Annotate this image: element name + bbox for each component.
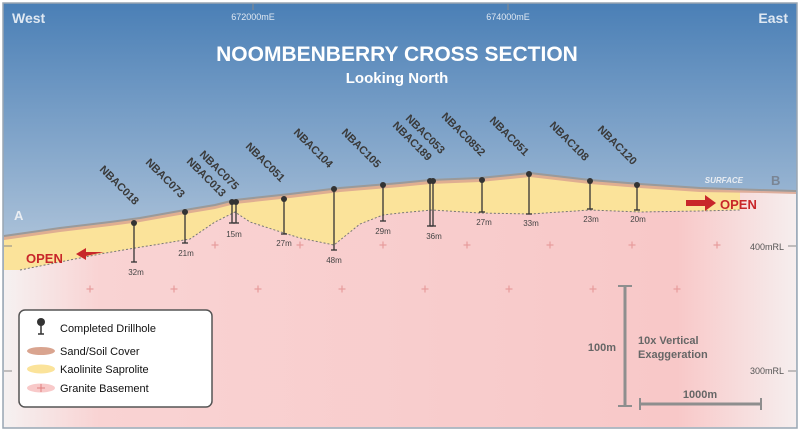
drillhole-collar-icon <box>634 182 640 188</box>
west-label: West <box>12 10 46 26</box>
drillhole-collar-icon <box>281 196 287 202</box>
drillhole-icon <box>37 318 45 335</box>
grid-ticks <box>4 4 796 372</box>
horizontal-scale-bar: 1000m <box>639 389 762 410</box>
open-right-arrow-icon <box>686 195 716 211</box>
east-label: East <box>758 10 788 26</box>
legend: Completed Drillhole Sand/Soil Cover Kaol… <box>18 309 213 408</box>
legend-item-granite: Granite Basement <box>27 383 149 395</box>
legend-item-drillhole: Completed Drillhole <box>37 318 156 335</box>
legend-label: Kaolinite Saprolite <box>60 364 149 376</box>
rl-label: 300mRL <box>750 366 784 376</box>
drillhole-depth-label: 27m <box>276 239 292 248</box>
section-point-b: B <box>771 173 780 188</box>
drillhole-depth-label: 33m <box>523 219 539 228</box>
diagram-title: NOOMBENBERRY CROSS SECTION <box>216 43 578 66</box>
surface-line <box>3 171 797 237</box>
granite-crosses <box>86 241 721 293</box>
granite-cross-icon <box>713 241 721 249</box>
open-left-indicator: OPEN <box>26 248 104 266</box>
drillhole-depth-label: 21m <box>178 249 194 258</box>
vertical-scale-label: 100m <box>588 342 616 354</box>
vertical-scale-bar: 100m 10x Vertical Exaggeration <box>588 285 708 407</box>
legend-label: Sand/Soil Cover <box>60 346 140 358</box>
granite-cross-icon <box>673 285 681 293</box>
easting-tick-label: 674000mE <box>486 12 530 22</box>
drillhole-depth-label: 20m <box>630 215 646 224</box>
surface-label: SURFACE <box>705 176 744 185</box>
open-right-indicator: OPEN <box>686 195 757 212</box>
granite-cross-icon <box>546 241 554 249</box>
drillhole-collar-icon <box>587 178 593 184</box>
granite-cross-icon <box>379 241 387 249</box>
sand-soil-swatch <box>27 347 55 355</box>
legend-item-kaolinite: Kaolinite Saprolite <box>27 364 149 376</box>
granite-cross-icon <box>421 285 429 293</box>
granite-cross-icon <box>296 241 304 249</box>
granite-cross-icon <box>211 241 219 249</box>
kaolinite-saprolite <box>4 173 740 270</box>
drillhole-depth-label: 27m <box>476 218 492 227</box>
granite-cross-icon <box>254 285 262 293</box>
drillhole-depth-label: 15m <box>226 230 242 239</box>
drillhole-depth-label: 29m <box>375 227 391 236</box>
open-left-arrow-icon <box>76 248 104 260</box>
drillhole-collar-icon <box>331 186 337 192</box>
drillhole-depth-label: 23m <box>583 215 599 224</box>
drillhole-collar-icon <box>131 220 137 226</box>
diagram-subtitle: Looking North <box>346 70 448 87</box>
granite-cross-icon <box>463 241 471 249</box>
sand-soil-cover <box>4 173 796 240</box>
granite-cross-icon <box>86 285 94 293</box>
drillhole-depth-label: 36m <box>426 232 442 241</box>
granite-cross-icon <box>338 285 346 293</box>
legend-label: Completed Drillhole <box>60 323 156 335</box>
drillhole-collar-icon <box>380 182 386 188</box>
open-left-fade <box>4 228 60 270</box>
saprolite-base-line <box>19 209 741 271</box>
drillhole-collar-icon <box>430 178 436 184</box>
drillhole-collar-icon <box>479 177 485 183</box>
exaggeration-line2: Exaggeration <box>638 349 708 361</box>
granite-cross-icon <box>505 285 513 293</box>
legend-label: Granite Basement <box>60 383 149 395</box>
open-right-label: OPEN <box>720 197 757 212</box>
granite-cross-icon <box>589 285 597 293</box>
horizontal-scale-label: 1000m <box>683 389 717 401</box>
drillhole-collar-icon <box>233 199 239 205</box>
kaolinite-swatch <box>27 364 55 374</box>
legend-item-sand-soil: Sand/Soil Cover <box>27 346 140 358</box>
drillhole-depth-label: 32m <box>128 268 144 277</box>
legend-box <box>18 309 213 408</box>
drillhole-collar-icon <box>526 171 532 177</box>
granite-cross-icon <box>628 241 636 249</box>
granite-cross-icon <box>170 285 178 293</box>
drillhole-collar-icon <box>182 209 188 215</box>
open-left-label: OPEN <box>26 251 63 266</box>
easting-tick-label: 672000mE <box>231 12 275 22</box>
section-point-a: A <box>14 208 24 223</box>
rl-label: 400mRL <box>750 242 784 252</box>
drillhole-depth-label: 48m <box>326 256 342 265</box>
exaggeration-line1: 10x Vertical <box>638 335 699 347</box>
